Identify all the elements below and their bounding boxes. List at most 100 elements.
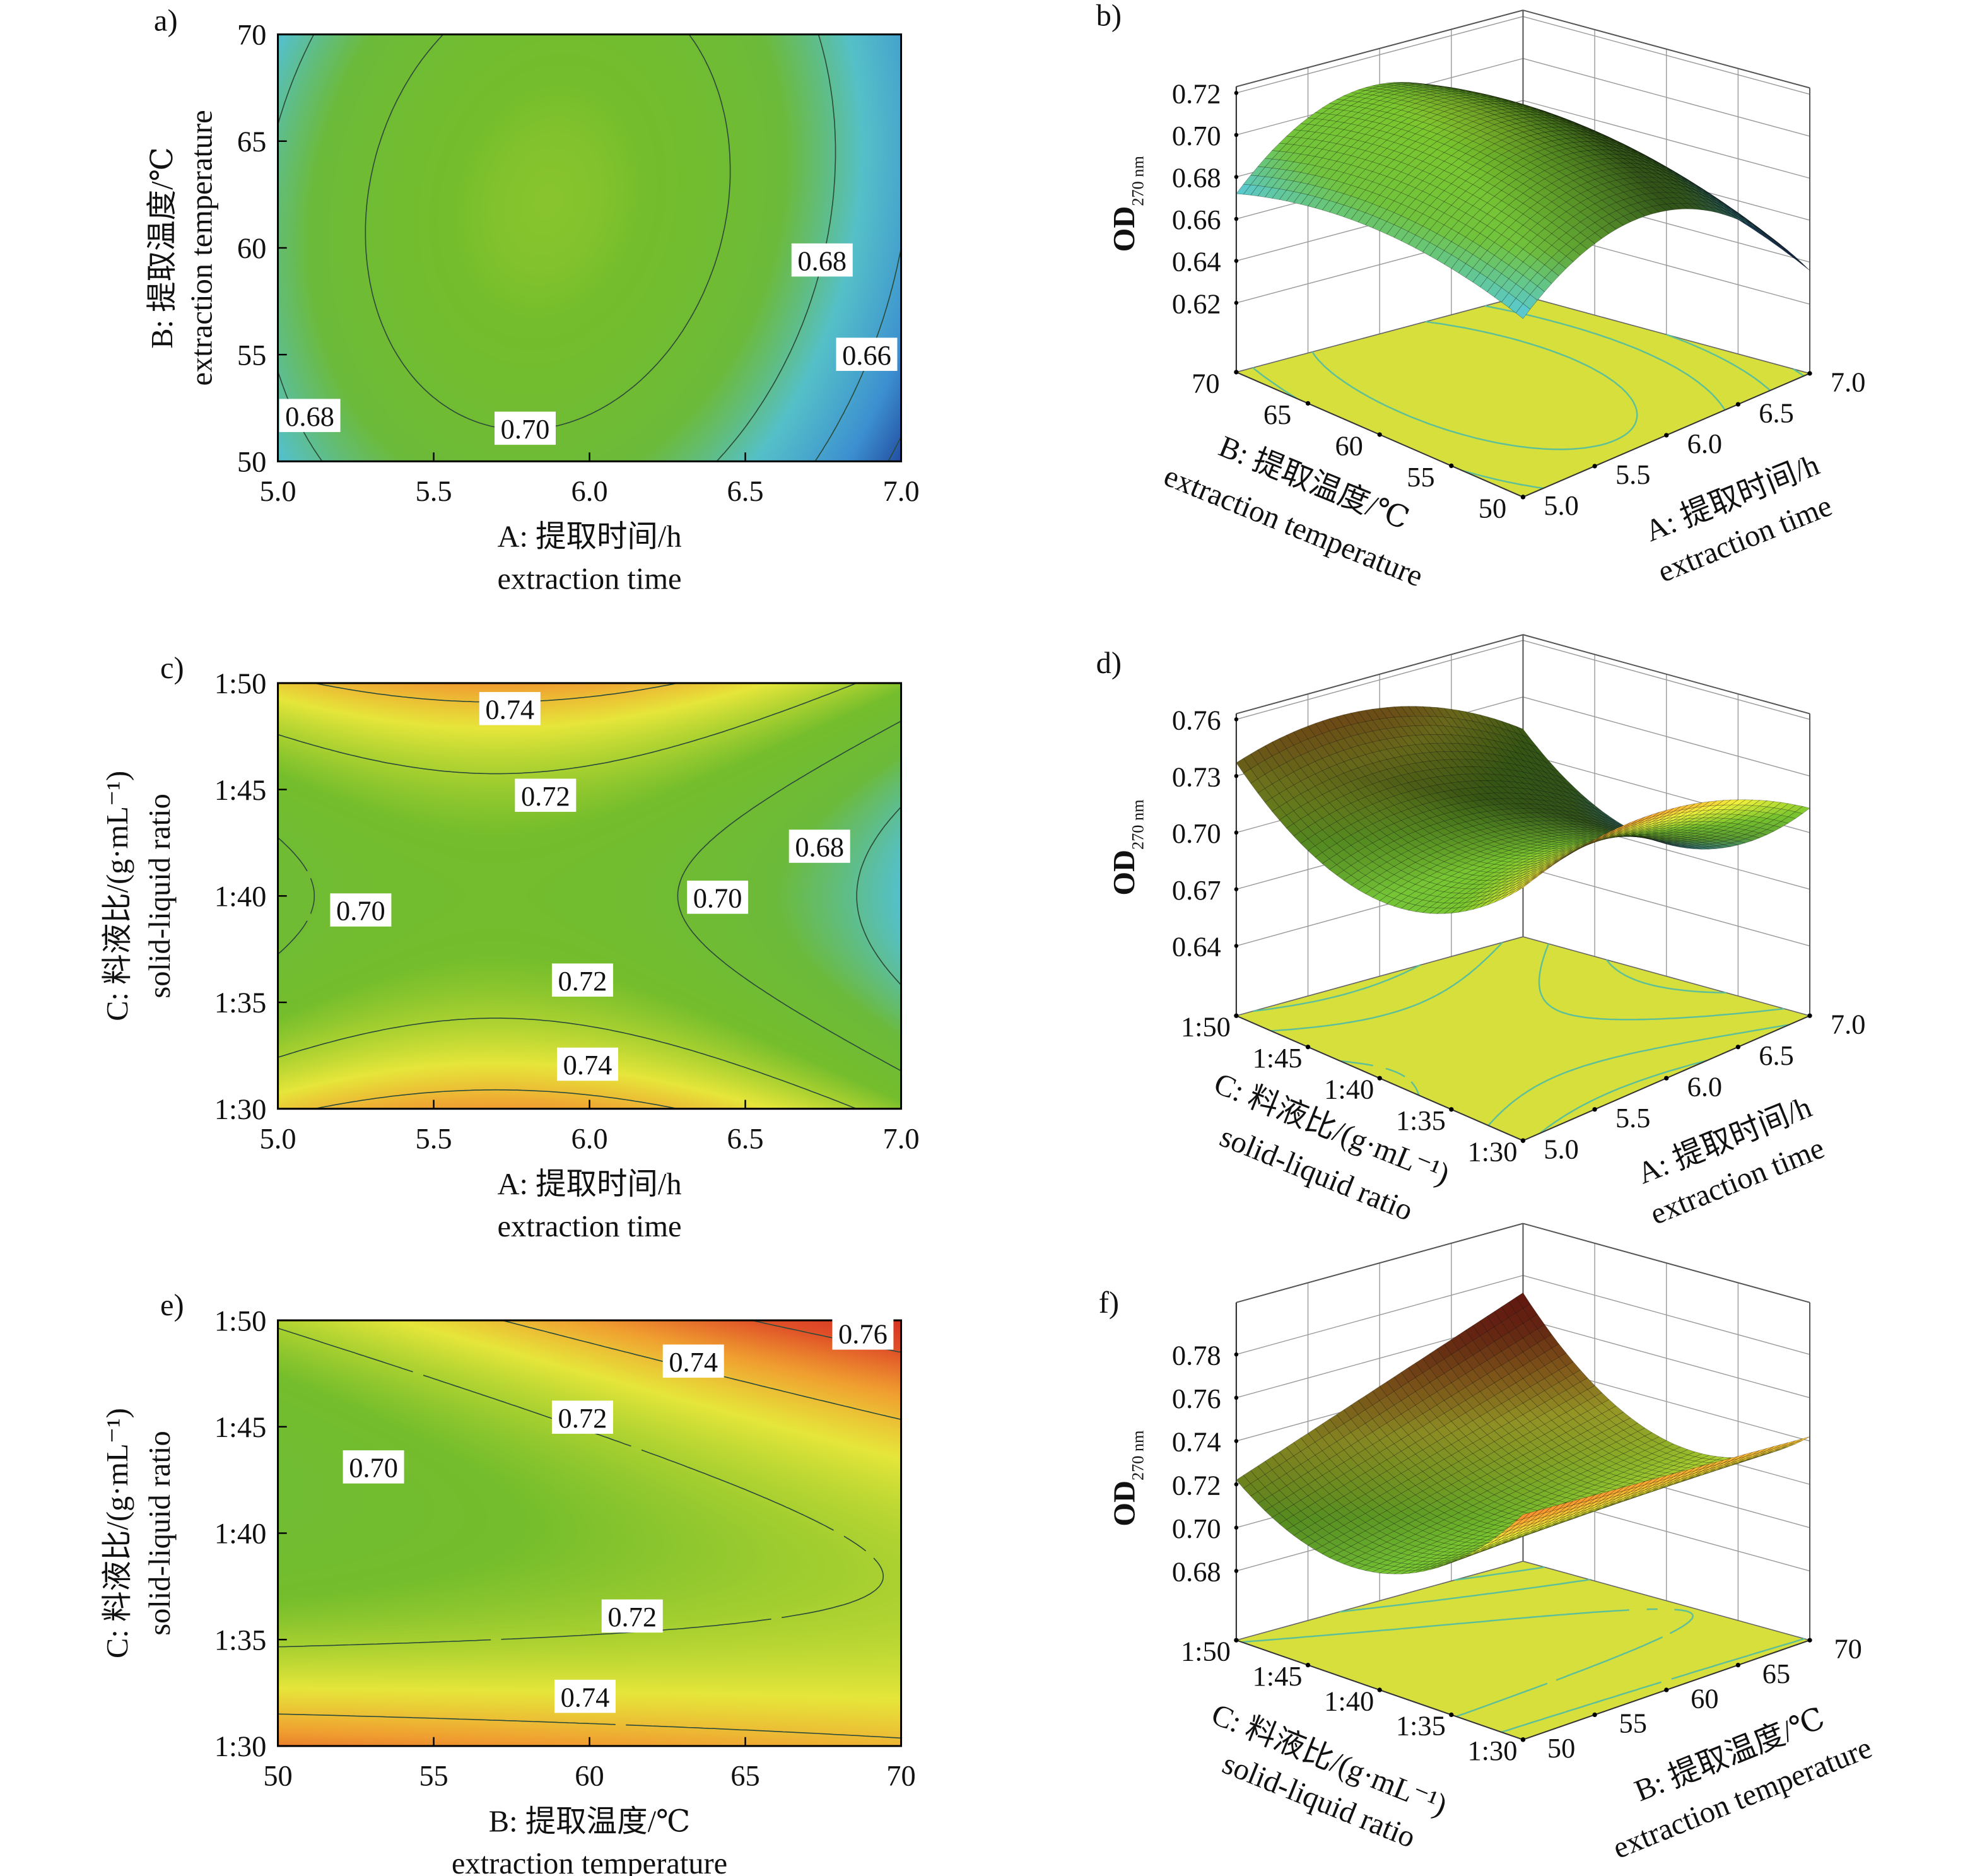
y-tick-label: 1:45 xyxy=(214,1412,267,1444)
surface-quad xyxy=(1401,87,1416,91)
surface-quad xyxy=(1638,151,1653,160)
contour-label-box xyxy=(343,1450,404,1484)
x-axis-title-en: extraction time xyxy=(498,1210,682,1243)
x-tick-label: 70 xyxy=(886,1761,915,1793)
surface-quad xyxy=(1494,97,1509,101)
surface-quad xyxy=(1523,107,1538,111)
surface-quad xyxy=(1336,122,1352,130)
y-tick xyxy=(1305,1045,1311,1050)
y-axis-title: B: 提取温度/℃ xyxy=(146,147,179,348)
surface-quad xyxy=(1515,117,1531,123)
surface-quad xyxy=(1380,90,1395,94)
contour-line xyxy=(856,806,902,986)
surface-quad xyxy=(1379,118,1395,126)
surface-quad xyxy=(1343,124,1359,132)
surface-quad xyxy=(1451,110,1467,117)
z-tick xyxy=(1234,216,1239,221)
surface-quad xyxy=(1472,102,1487,106)
surface-quad xyxy=(1393,82,1409,84)
surface-quad xyxy=(1386,85,1402,88)
x-tick-label: 6.5 xyxy=(727,476,763,508)
contour-label: 0.72 xyxy=(607,1601,657,1633)
contour-label-box xyxy=(557,1047,618,1081)
surface-quad xyxy=(1508,111,1523,115)
y-tick-label: 70 xyxy=(1192,367,1219,399)
surface-quad xyxy=(1436,106,1452,112)
y-tick xyxy=(1449,463,1454,469)
z-tick-label: 0.68 xyxy=(1172,162,1221,194)
z-tick-label: 0.70 xyxy=(1172,818,1221,849)
contour-label: 0.74 xyxy=(485,693,534,725)
surface-quad xyxy=(1465,97,1480,100)
surface-quad xyxy=(1351,90,1366,94)
x-tick-label: 60 xyxy=(575,1761,604,1793)
surface-quad xyxy=(1372,86,1387,90)
contour-label-box xyxy=(601,1599,663,1633)
surface-quad xyxy=(1272,151,1287,160)
surface-quad xyxy=(1422,91,1438,95)
surface-quad xyxy=(1458,97,1473,102)
surface-quad xyxy=(1393,84,1409,87)
z-axis-title-main: OD xyxy=(1108,206,1141,252)
surface-quad xyxy=(1508,115,1524,120)
z-tick xyxy=(1234,773,1239,778)
surface-quad xyxy=(1393,95,1409,101)
floor-contour-projection xyxy=(1234,295,1812,498)
surface-quad xyxy=(1300,117,1316,125)
x-tick-label: 5.5 xyxy=(416,1123,452,1155)
surface-quad xyxy=(1472,109,1488,114)
x-tick xyxy=(1735,1045,1741,1050)
z-axis-title-subscript: 270 nm xyxy=(1128,156,1147,206)
surface-quad xyxy=(1443,100,1460,105)
response-surface xyxy=(1236,82,1810,319)
z-tick xyxy=(1234,944,1239,948)
surface-quad xyxy=(1393,115,1409,123)
surface-quad xyxy=(1393,89,1409,93)
y-tick-label: 70 xyxy=(237,20,266,52)
surface-quad xyxy=(1307,112,1323,119)
x-tick-label: 5.0 xyxy=(1544,490,1579,521)
response-surface xyxy=(1236,1293,1810,1574)
surface-quad xyxy=(1501,105,1516,109)
x-tick-label: 6.5 xyxy=(1759,397,1794,428)
z-tick-label: 0.72 xyxy=(1172,78,1221,110)
y-tick-label: 50 xyxy=(1479,492,1506,524)
z-tick-label: 0.62 xyxy=(1172,288,1221,319)
surface-quad xyxy=(1400,117,1416,125)
surface-quad xyxy=(1343,96,1359,102)
contour-label: 0.72 xyxy=(521,780,570,812)
x-tick xyxy=(1735,402,1741,407)
surface-quad xyxy=(1336,129,1352,138)
y-axis-title-en: solid-liquid ratio xyxy=(143,1431,177,1635)
surface-quad xyxy=(1486,110,1503,115)
surface-quad xyxy=(1458,108,1474,114)
surface-quad xyxy=(1336,110,1352,117)
surface-quad xyxy=(1336,104,1352,111)
surface-quad xyxy=(1364,121,1380,129)
surface-quad xyxy=(1401,85,1416,88)
surface-quad xyxy=(1307,118,1323,126)
y-tick-label: 1:45 xyxy=(1253,1042,1303,1074)
y-tick xyxy=(1377,1076,1382,1081)
surface-quad xyxy=(1393,83,1409,85)
surface-plot-b: 0.620.640.660.680.700.725.05.56.06.57.05… xyxy=(1096,0,1866,594)
surface-quad xyxy=(1315,132,1330,141)
x-tick-label: 6.5 xyxy=(1759,1040,1794,1071)
surface-quad xyxy=(1458,93,1473,96)
surface-quad xyxy=(1401,93,1416,98)
surface-quad xyxy=(1501,108,1516,113)
surface-quad xyxy=(1350,102,1366,107)
surface-quad xyxy=(1501,112,1517,117)
contour-label-box xyxy=(479,692,541,725)
x-tick-label: 6.0 xyxy=(571,476,608,508)
surface-quad xyxy=(1494,106,1509,110)
x-tick-label: 6.5 xyxy=(727,1123,763,1155)
surface-quad xyxy=(1422,107,1438,113)
surface-quad xyxy=(1322,134,1337,143)
z-axis-title-main: OD xyxy=(1108,850,1141,896)
y-tick-label: 1:40 xyxy=(214,1518,267,1551)
surface-quad xyxy=(1401,83,1416,85)
surface-quad xyxy=(1544,123,1559,127)
surface-quad xyxy=(1458,100,1474,105)
surface-quad xyxy=(1322,108,1337,115)
